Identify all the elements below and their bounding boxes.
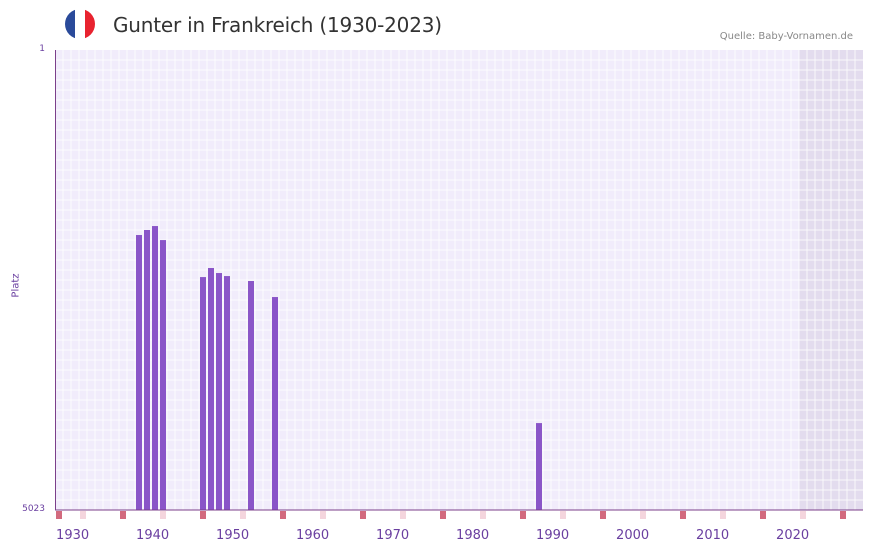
year-marker-1998 [600, 511, 606, 519]
bar-1990 [536, 423, 542, 510]
year-marker-1973 [400, 511, 406, 519]
year-marker-1993 [560, 511, 566, 519]
year-marker-1983 [480, 511, 486, 519]
year-marker-1943 [160, 511, 166, 519]
y-tick-top: 1 [39, 44, 45, 54]
bar-1957 [272, 297, 278, 510]
bar-1949 [208, 268, 214, 510]
plot-area [55, 50, 863, 519]
year-marker-2018 [760, 511, 766, 519]
bar-1940 [136, 235, 142, 510]
year-marker-1948 [200, 511, 206, 519]
year-marker-2023 [800, 511, 806, 519]
year-marker-2003 [640, 511, 646, 519]
x-tick-1960: 1960 [296, 528, 330, 543]
year-marker-1988 [520, 511, 526, 519]
bar-1948 [200, 277, 206, 510]
france-flag-icon [65, 9, 95, 39]
x-tick-2010: 2010 [696, 528, 730, 543]
y-axis-label: Platz [10, 273, 22, 298]
year-marker-2008 [680, 511, 686, 519]
year-marker-1933 [80, 511, 86, 519]
bar-1941 [144, 229, 150, 511]
y-tick-bottom: 5023 [22, 504, 45, 514]
year-marker-1978 [440, 511, 446, 519]
bar-1950 [216, 273, 222, 510]
year-marker-1930 [56, 511, 62, 519]
bar-1943 [160, 240, 166, 510]
year-marker-1958 [280, 511, 286, 519]
year-marker-2013 [720, 511, 726, 519]
x-tick-1940: 1940 [136, 528, 170, 543]
x-tick-2020: 2020 [776, 528, 810, 543]
year-marker-2028 [840, 511, 846, 519]
year-marker-1968 [360, 511, 366, 519]
x-tick-1930: 1930 [56, 528, 90, 543]
bar-chart [55, 50, 863, 519]
chart-title: Gunter in Frankreich (1930-2023) [113, 13, 442, 37]
year-marker-1938 [120, 511, 126, 519]
source-label: Quelle: Baby-Vornamen.de [719, 31, 853, 42]
bar-1942 [152, 226, 158, 510]
x-tick-2000: 2000 [616, 528, 650, 543]
bar-1954 [248, 281, 254, 510]
bar-1951 [224, 276, 230, 510]
x-tick-1980: 1980 [456, 528, 490, 543]
x-tick-1950: 1950 [216, 528, 250, 543]
x-tick-1970: 1970 [376, 528, 410, 543]
year-marker-1953 [240, 511, 246, 519]
x-tick-1990: 1990 [536, 528, 570, 543]
year-marker-1963 [320, 511, 326, 519]
